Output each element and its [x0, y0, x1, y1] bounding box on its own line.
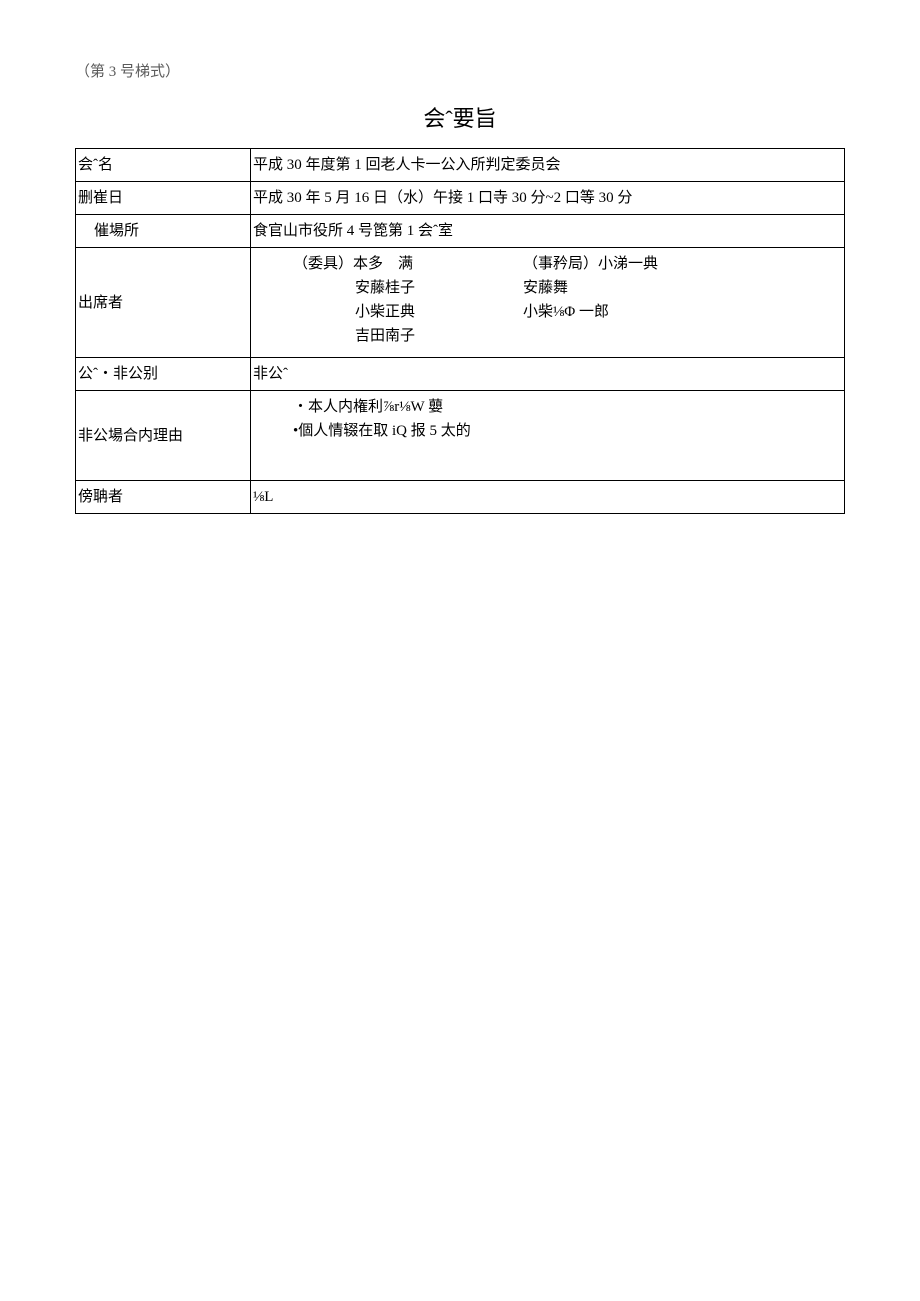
- value-reason: ・本人内権利⅞r⅛W 蘡 •個人情辍在取 iQ 报 5 太的: [251, 391, 845, 481]
- attendee-text: 安藤桂子: [293, 276, 523, 300]
- value-attendees: （委具）本多 满 （事矜局）小涕一典 安藤桂子 安藤舞 小柴正典 小柴⅛Φ 一郎…: [251, 248, 845, 358]
- label-public-private: 公ˆ・非公别: [76, 358, 251, 391]
- value-meeting-name: 平成 30 年度第 1 回老人卡一公入所判定委员会: [251, 149, 845, 182]
- reason-line: •個人情辍在取 iQ 报 5 太的: [293, 419, 842, 443]
- meeting-summary-table: 会ˆ名 平成 30 年度第 1 回老人卡一公入所判定委员会 删崔日 平成 30 …: [75, 148, 845, 514]
- reason-line: ・本人内権利⅞r⅛W 蘡: [293, 395, 842, 419]
- attendee-text: 小柴正典: [293, 300, 523, 324]
- value-date: 平成 30 年 5 月 16 日（水）午接 1 口寺 30 分~2 口等 30 …: [251, 182, 845, 215]
- label-attendees: 出席者: [76, 248, 251, 358]
- value-venue: 食官山市役所 4 号箆第 1 会ˆ室: [251, 215, 845, 248]
- table-row: 删崔日 平成 30 年 5 月 16 日（水）午接 1 口寺 30 分~2 口等…: [76, 182, 845, 215]
- attendee-text: 小柴⅛Φ 一郎: [523, 300, 842, 324]
- label-venue: 催場所: [76, 215, 251, 248]
- attendee-text: 吉田南子: [293, 324, 523, 348]
- label-observer: 傍聃者: [76, 481, 251, 514]
- value-observer: ⅛L: [251, 481, 845, 514]
- attendee-text: 安藤舞: [523, 276, 842, 300]
- label-meeting-name: 会ˆ名: [76, 149, 251, 182]
- table-row: 公ˆ・非公别 非公ˆ: [76, 358, 845, 391]
- table-row: 非公場合内理由 ・本人内権利⅞r⅛W 蘡 •個人情辍在取 iQ 报 5 太的: [76, 391, 845, 481]
- table-row: 傍聃者 ⅛L: [76, 481, 845, 514]
- page-title: 会ˆ要旨: [75, 101, 845, 133]
- form-header: （第 3 号梯式）: [75, 60, 845, 81]
- table-row: 出席者 （委具）本多 满 （事矜局）小涕一典 安藤桂子 安藤舞 小柴正典 小柴⅛…: [76, 248, 845, 358]
- value-public-private: 非公ˆ: [251, 358, 845, 391]
- label-reason: 非公場合内理由: [76, 391, 251, 481]
- table-row: 会ˆ名 平成 30 年度第 1 回老人卡一公入所判定委员会: [76, 149, 845, 182]
- attendee-text: （事矜局）小涕一典: [523, 252, 842, 276]
- label-date: 删崔日: [76, 182, 251, 215]
- table-row: 催場所 食官山市役所 4 号箆第 1 会ˆ室: [76, 215, 845, 248]
- attendee-text: （委具）本多 满: [293, 252, 523, 276]
